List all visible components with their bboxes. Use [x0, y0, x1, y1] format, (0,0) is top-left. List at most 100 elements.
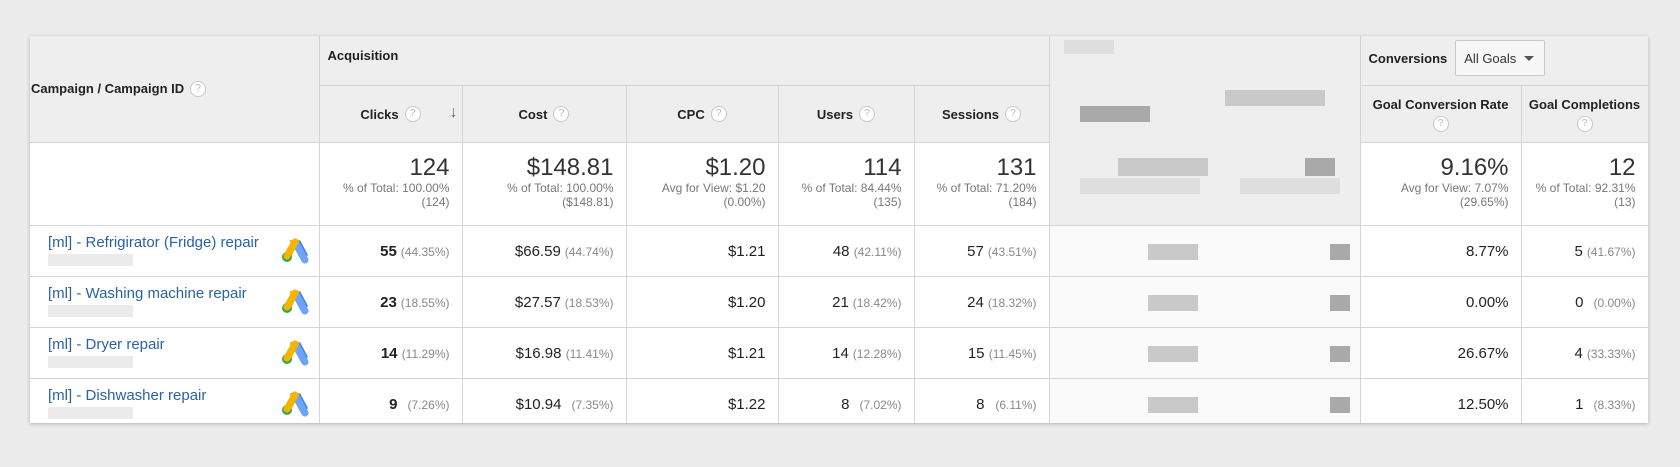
- help-icon[interactable]: ?: [553, 106, 570, 122]
- redacted-cell: [1049, 327, 1361, 379]
- redaction-block: [1147, 244, 1198, 260]
- goal-conversion-rate-cell: 8.77%: [1360, 225, 1522, 277]
- clicks-column-header[interactable]: Clicks? ↓: [319, 85, 463, 143]
- acquisition-label: Acquisition: [327, 48, 399, 63]
- campaign-cell: [ml] - Dryer repair: [30, 327, 320, 379]
- cpc-header-label: CPC: [677, 106, 705, 122]
- campaign-column-header[interactable]: Campaign / Campaign ID?: [30, 36, 320, 143]
- table-row: [ml] - Dryer repair 14 (11.29%) $16.98 (11…: [30, 327, 1648, 379]
- users-cell: 14 (12.28%): [778, 327, 915, 379]
- chevron-down-icon: [1524, 55, 1535, 61]
- clicks-cell: 9 (7.26%): [319, 378, 463, 423]
- goal-completions-cell: 4 (33.33%): [1521, 327, 1648, 379]
- totals-campaign-cell: [30, 142, 320, 226]
- users-cell: 21 (18.42%): [778, 276, 915, 328]
- help-icon[interactable]: ?: [190, 80, 207, 97]
- clicks-cell: 55 (44.35%): [319, 225, 463, 277]
- goal-select[interactable]: All Goals: [1455, 40, 1546, 76]
- redaction-block: [1224, 90, 1325, 106]
- help-icon[interactable]: ?: [710, 106, 727, 122]
- redaction-block: [1304, 158, 1335, 176]
- campaign-cell: [ml] - Refrigirator (Fridge) repair: [30, 225, 320, 277]
- goal-completions-cell: 5 (41.67%): [1521, 225, 1648, 277]
- sort-desc-icon[interactable]: ↓: [449, 104, 458, 121]
- campaign-id-redacted: [48, 407, 133, 419]
- total-sessions: 131 % of Total: 71.20% (184): [914, 142, 1050, 226]
- report-card: Campaign / Campaign ID? Acquisition Conv…: [30, 36, 1648, 423]
- redaction-block: [1147, 346, 1198, 362]
- help-icon[interactable]: ?: [859, 106, 876, 122]
- campaign-id-redacted: [48, 305, 133, 317]
- gc-header-label: Goal Completions: [1528, 96, 1641, 112]
- cost-cell: $16.98 (11.41%): [462, 327, 627, 379]
- campaign-link[interactable]: [ml] - Refrigirator (Fridge) repair: [48, 234, 259, 251]
- redacted-cell: [1049, 225, 1361, 277]
- table-row: [ml] - Washing machine repair 23 (18.55%)…: [30, 276, 1648, 328]
- table-row: [ml] - Refrigirator (Fridge) repair 55 (4…: [30, 225, 1648, 277]
- cpc-cell: $1.22: [626, 378, 779, 423]
- goal-completions-cell: 1 (8.33%): [1521, 378, 1648, 423]
- sessions-header-label: Sessions: [941, 106, 1000, 122]
- cost-header-label: Cost: [518, 106, 548, 122]
- cost-cell: $27.57 (18.53%): [462, 276, 627, 328]
- goal-completions-cell: 0 (0.00%): [1521, 276, 1648, 328]
- goal-select-value: All Goals: [1464, 50, 1517, 66]
- total-users: 114 % of Total: 84.44% (135): [778, 142, 915, 226]
- cost-cell: $66.59 (44.74%): [462, 225, 627, 277]
- help-icon[interactable]: ?: [1432, 115, 1449, 132]
- campaign-id-redacted: [48, 254, 133, 266]
- help-icon[interactable]: ?: [404, 106, 421, 122]
- redaction-block: [1117, 158, 1208, 176]
- sessions-column-header[interactable]: Sessions?: [914, 85, 1050, 143]
- acquisition-group-header: Acquisition: [319, 36, 1050, 86]
- totals-row: 124 % of Total: 100.00% (124) $148.81 % …: [30, 142, 1648, 226]
- clicks-cell: 14 (11.29%): [319, 327, 463, 379]
- campaign-link[interactable]: [ml] - Dryer repair: [48, 336, 165, 353]
- users-column-header[interactable]: Users?: [778, 85, 915, 143]
- campaign-cell: [ml] - Dishwasher repair: [30, 378, 320, 423]
- cost-cell: $10.94 (7.35%): [462, 378, 627, 423]
- cost-column-header[interactable]: Cost?: [462, 85, 627, 143]
- campaign-id-redacted: [48, 356, 133, 368]
- redaction-block: [1239, 178, 1340, 194]
- redaction-block: [1079, 106, 1150, 122]
- cpc-column-header[interactable]: CPC?: [626, 85, 779, 143]
- redacted-cell: [1049, 276, 1361, 328]
- goal-conversion-rate-column-header[interactable]: Goal Conversion Rate?: [1360, 85, 1522, 143]
- goal-conversion-rate-cell: 12.50%: [1360, 378, 1522, 423]
- goal-conversion-rate-cell: 0.00%: [1360, 276, 1522, 328]
- users-header-label: Users: [816, 106, 854, 122]
- help-icon[interactable]: ?: [1576, 115, 1593, 132]
- conversions-group-header: Conversions All Goals: [1360, 36, 1648, 86]
- table-row: [ml] - Dishwasher repair 9 (7.26%) $10.94…: [30, 378, 1648, 423]
- sessions-cell: 15 (11.45%): [914, 327, 1050, 379]
- total-goal-completions: 12 % of Total: 92.31% (13): [1521, 142, 1648, 226]
- redaction-block: [1329, 244, 1350, 260]
- redaction-block: [1079, 178, 1200, 194]
- redaction-block: [1063, 40, 1114, 54]
- help-icon[interactable]: ?: [1005, 106, 1022, 122]
- campaign-cell: [ml] - Washing machine repair: [30, 276, 320, 328]
- total-goal-conversion-rate: 9.16% Avg for View: 7.07% (29.65%): [1360, 142, 1522, 226]
- redacted-columns: [1049, 36, 1361, 226]
- users-cell: 8 (7.02%): [778, 378, 915, 423]
- gcr-header-label: Goal Conversion Rate: [1372, 96, 1509, 112]
- google-ads-icon: [281, 238, 309, 268]
- redaction-block: [1329, 397, 1350, 413]
- report-table: Campaign / Campaign ID? Acquisition Conv…: [30, 36, 1648, 423]
- campaign-link[interactable]: [ml] - Dishwasher repair: [48, 387, 207, 404]
- cpc-cell: $1.20: [626, 276, 779, 328]
- redaction-block: [1329, 346, 1350, 362]
- sessions-cell: 8 (6.11%): [914, 378, 1050, 423]
- sessions-cell: 57 (43.51%): [914, 225, 1050, 277]
- redaction-block: [1147, 397, 1198, 413]
- goal-conversion-rate-cell: 26.67%: [1360, 327, 1522, 379]
- goal-completions-column-header[interactable]: Goal Completions?: [1521, 85, 1648, 143]
- total-cpc: $1.20 Avg for View: $1.20 (0.00%): [626, 142, 779, 226]
- campaign-link[interactable]: [ml] - Washing machine repair: [48, 285, 247, 302]
- clicks-cell: 23 (18.55%): [319, 276, 463, 328]
- sessions-cell: 24 (18.32%): [914, 276, 1050, 328]
- redaction-block: [1329, 295, 1350, 311]
- campaign-header-label: Campaign / Campaign ID: [31, 81, 185, 96]
- google-ads-icon: [281, 391, 309, 421]
